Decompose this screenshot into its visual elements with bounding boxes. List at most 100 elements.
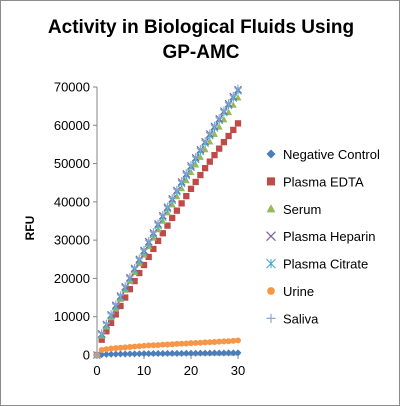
data-point [117,350,124,358]
data-point [164,202,171,210]
series-urine [94,337,241,358]
data-point [178,200,185,207]
data-point [155,342,162,349]
data-point [192,339,199,346]
data-point [220,138,228,146]
legend-label: Negative Control [283,147,380,162]
data-point [103,328,110,335]
series-plasma-edta [93,120,242,359]
data-point [196,349,204,357]
data-point [182,169,190,177]
y-tick-label: 70000 [54,80,90,95]
legend-item: Serum [266,202,321,217]
data-point [229,91,237,99]
data-point [229,349,237,357]
data-point [102,319,110,327]
data-point [145,342,152,349]
data-point [178,340,185,347]
legend-item: Urine [267,284,314,299]
data-point [220,106,228,114]
data-point [230,126,237,134]
data-point [192,178,199,186]
data-point [122,344,129,351]
data-point [141,342,147,349]
y-axis-label: RFU [23,216,37,241]
data-point [235,337,241,344]
data-point [220,116,228,123]
data-point [126,273,134,281]
data-point [173,349,181,357]
y-tick-label: 30000 [54,233,90,248]
series-saliva [93,84,242,359]
legend-label: Serum [283,202,321,217]
data-point [168,349,176,357]
y-tick-label: 40000 [54,194,90,209]
data-point [173,185,181,193]
data-point [183,340,190,347]
data-point [192,349,200,357]
data-point [201,145,209,153]
legend-label: Saliva [283,311,319,326]
legend-item: Plasma Heparin [266,229,376,244]
data-point [108,345,115,352]
data-point [187,161,195,169]
data-point [117,344,124,351]
data-point [211,151,218,159]
data-point [154,350,162,358]
data-point [121,282,129,290]
data-point [164,341,171,348]
data-point [112,350,120,358]
data-point [126,343,133,350]
data-point [192,153,200,161]
data-point [178,177,186,185]
data-point [215,114,223,122]
data-point [145,350,153,358]
data-point [150,245,157,253]
data-point [197,339,204,346]
legend-marker [266,231,276,242]
data-point [211,121,218,129]
data-point [211,349,218,357]
data-point [225,338,232,345]
legend-marker [266,204,276,213]
legend-marker [266,177,276,186]
data-point [149,228,157,236]
data-point [197,171,204,179]
data-point [201,349,209,357]
data-point [159,210,167,218]
data-point [178,349,186,357]
data-point [220,349,228,357]
data-point [215,349,223,357]
data-point [131,343,138,350]
data-point [187,168,195,176]
data-point [164,349,171,357]
y-tick-label: 0 [83,348,90,363]
data-point [112,300,120,308]
data-point [98,347,105,353]
data-point [117,291,124,299]
data-point [121,350,129,358]
y-tick-label: 10000 [54,309,90,324]
data-point [188,340,194,347]
legend-label: Urine [283,284,314,299]
data-point [215,123,223,130]
data-point [206,339,213,346]
data-point [131,277,138,285]
chart-title-line-2: GP-AMC [162,42,240,63]
data-point [211,339,218,345]
data-point [103,346,110,353]
data-point [234,84,242,92]
data-point [135,254,143,262]
data-point [154,219,162,227]
data-point [154,237,162,245]
data-point [149,350,157,358]
data-point [164,222,171,229]
data-point [150,342,157,349]
data-point [140,261,148,269]
legend-marker [266,149,276,159]
legend-item: Plasma EDTA [266,174,364,189]
data-point [182,349,190,357]
data-point [182,176,190,184]
data-point [107,310,115,318]
